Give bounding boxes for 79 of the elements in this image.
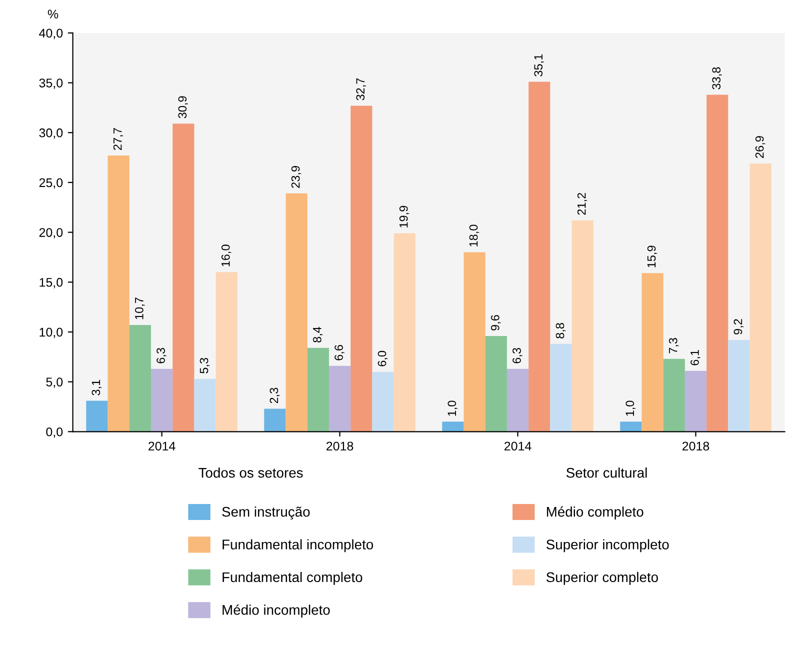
legend-label: Fundamental completo [222, 572, 362, 585]
x-tick-label: 2018 [682, 442, 710, 451]
x-tick-label: 2014 [148, 442, 176, 451]
bar [663, 358, 685, 432]
data-label: 32,7 [356, 78, 366, 100]
data-label: 2,3 [270, 388, 280, 404]
y-tick-label: 20,0 [39, 228, 63, 238]
bar [286, 193, 308, 432]
bar [216, 272, 238, 432]
bar [550, 344, 572, 432]
data-label: 5,3 [200, 358, 210, 374]
data-label: 19,9 [399, 206, 410, 228]
bar [129, 324, 151, 432]
bar [394, 233, 416, 432]
data-label: 6,3 [156, 348, 166, 364]
data-label: 10,7 [134, 298, 145, 320]
bar [684, 370, 707, 432]
bar [172, 124, 194, 432]
data-label: 23,9 [291, 166, 302, 188]
bar [108, 156, 130, 432]
data-label: 3,1 [92, 380, 102, 396]
y-axis-title: % [48, 10, 58, 18]
bar [620, 422, 642, 432]
bar [750, 164, 772, 432]
data-label: 27,7 [113, 128, 124, 150]
y-tick-label: 40,0 [39, 28, 63, 40]
data-label: 6,1 [690, 350, 700, 366]
x-tick-label: 2018 [326, 442, 354, 451]
data-label: 26,9 [755, 136, 766, 158]
bar [372, 372, 394, 432]
data-label: 1,0 [626, 400, 636, 416]
data-label: 7,3 [668, 338, 679, 354]
legend-label: Fundamental incompleto [222, 539, 374, 552]
data-label: 16,0 [221, 244, 232, 266]
bar [528, 82, 550, 432]
y-tick-label: 25,0 [39, 178, 63, 189]
bar [485, 336, 507, 432]
data-label: 8,4 [312, 326, 323, 342]
data-label: 35,1 [534, 54, 544, 76]
data-label: 6,6 [334, 344, 344, 360]
data-label: 21,2 [577, 192, 588, 215]
data-label: 8,8 [556, 323, 566, 338]
data-label: 33,8 [712, 67, 722, 90]
text: Todos os setores [198, 468, 303, 478]
bar [307, 348, 329, 432]
bar [328, 366, 351, 432]
y-tick-label: 30,0 [39, 128, 63, 139]
legend-label: Sem instrução [222, 506, 310, 520]
legend-label: Superior completo [546, 572, 658, 585]
text: Setor cultural [566, 468, 647, 478]
bar [506, 368, 529, 432]
y-tick-label: 15,0 [40, 278, 63, 288]
data-label: 30,9 [178, 96, 188, 118]
data-label: 18,0 [469, 224, 480, 246]
data-label: 1,0 [448, 400, 458, 416]
bar [706, 94, 728, 432]
legend-label: Superior incompleto [546, 539, 669, 552]
data-label: 6,3 [512, 348, 522, 364]
legend-label: Médio incompleto [222, 604, 330, 618]
data-label: 15,9 [647, 246, 658, 268]
y-tick-label: 10,0 [40, 328, 63, 338]
bar [350, 106, 372, 432]
bar [442, 422, 464, 432]
bar [572, 220, 594, 432]
bar [194, 378, 216, 432]
x-tick-label: 2014 [504, 442, 532, 451]
legend-label: Médio completo [546, 506, 644, 520]
y-tick-label: 5,0 [46, 378, 63, 388]
bar [150, 368, 173, 432]
bar [86, 400, 108, 432]
data-label: 9,6 [490, 315, 501, 330]
y-tick-label: 35,0 [39, 78, 63, 89]
bar [642, 273, 664, 432]
bar [464, 252, 486, 432]
y-tick-label: 0,0 [46, 427, 63, 438]
data-label: 6,0 [378, 350, 388, 366]
bar [728, 340, 750, 432]
bar [264, 408, 286, 432]
data-label: 9,2 [734, 319, 744, 334]
